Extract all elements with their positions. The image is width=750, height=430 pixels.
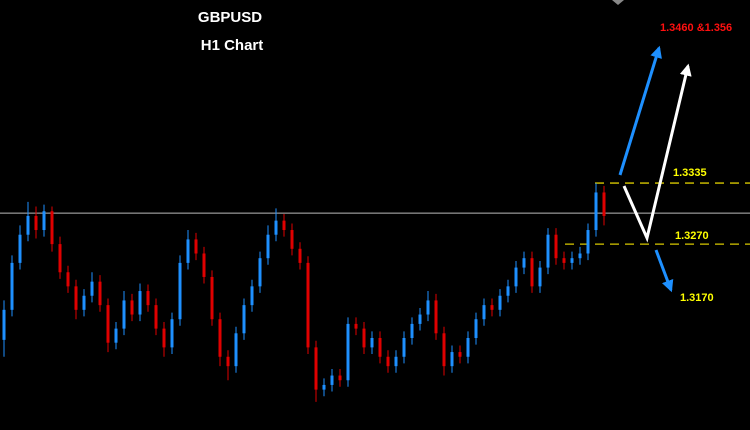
candle-body bbox=[498, 295, 502, 310]
candle-body bbox=[450, 352, 454, 367]
candle-body bbox=[106, 305, 110, 343]
candle-body bbox=[586, 230, 590, 254]
chart-subtitle: H1 Chart bbox=[201, 37, 264, 54]
target-arrow-down bbox=[654, 249, 674, 293]
candle-body bbox=[194, 239, 198, 254]
candle-body bbox=[290, 230, 294, 249]
candle-body bbox=[162, 328, 166, 348]
target-label: 1.3170 bbox=[680, 292, 714, 304]
level-label: 1.3270 bbox=[675, 230, 709, 242]
candle-body bbox=[26, 215, 30, 235]
scenario-arrow bbox=[622, 63, 692, 243]
level-label: 1.3335 bbox=[673, 167, 707, 179]
candle-body bbox=[202, 253, 206, 277]
candle-body bbox=[122, 300, 126, 329]
candle-body bbox=[250, 286, 254, 306]
candle-body bbox=[258, 258, 262, 287]
candle-body bbox=[170, 319, 174, 348]
target-label: 1.3460 &1.356 bbox=[660, 22, 732, 34]
candle-body bbox=[50, 211, 54, 245]
candle-body bbox=[490, 305, 494, 310]
candle-body bbox=[130, 300, 134, 315]
candle-body bbox=[90, 281, 94, 296]
candle-body bbox=[530, 258, 534, 287]
candle-body bbox=[74, 286, 78, 310]
candle-body bbox=[266, 234, 270, 259]
candle-body bbox=[474, 319, 478, 338]
candle-body bbox=[354, 323, 358, 329]
scroll-marker bbox=[612, 0, 624, 5]
candle-body bbox=[410, 323, 414, 338]
candle-body bbox=[338, 375, 342, 381]
candle-body bbox=[578, 253, 582, 259]
candle-body bbox=[426, 300, 430, 315]
candle-body bbox=[322, 384, 326, 390]
plot-area bbox=[0, 182, 750, 402]
candle-body bbox=[506, 286, 510, 296]
candle-body bbox=[602, 192, 606, 216]
candle-body bbox=[34, 215, 38, 231]
candle-body bbox=[442, 333, 446, 367]
candle-body bbox=[434, 300, 438, 334]
chart-title: GBPUSD bbox=[198, 9, 262, 26]
candle-body bbox=[146, 291, 150, 306]
candle-body bbox=[66, 272, 70, 287]
candle-body bbox=[562, 258, 566, 263]
candle-body bbox=[138, 291, 142, 315]
candle-body bbox=[402, 337, 406, 357]
candle-body bbox=[554, 234, 558, 259]
candle-body bbox=[186, 239, 190, 263]
candle-body bbox=[522, 258, 526, 268]
candle-body bbox=[226, 356, 230, 367]
candle-body bbox=[346, 323, 350, 381]
candle-body bbox=[514, 267, 518, 287]
candle-body bbox=[330, 375, 334, 385]
candle-body bbox=[42, 211, 46, 231]
candle-body bbox=[82, 295, 86, 310]
candle-body bbox=[114, 328, 118, 343]
candle-body bbox=[58, 244, 62, 273]
candle-body bbox=[594, 192, 598, 231]
candle-body bbox=[282, 220, 286, 231]
target-arrow-up bbox=[618, 45, 662, 176]
candle-body bbox=[178, 262, 182, 320]
candle-body bbox=[394, 356, 398, 367]
candle-body bbox=[458, 352, 462, 357]
candle-body bbox=[98, 281, 102, 306]
candle-body bbox=[242, 305, 246, 334]
candle-body bbox=[10, 262, 14, 310]
candle-body bbox=[482, 305, 486, 320]
candle-body bbox=[274, 220, 278, 235]
candle-body bbox=[570, 258, 574, 263]
candle-body bbox=[154, 305, 158, 329]
candle-body bbox=[386, 356, 390, 367]
candle-body bbox=[298, 248, 302, 263]
candle-body bbox=[2, 309, 6, 340]
candle-body bbox=[362, 328, 366, 348]
candle-body bbox=[234, 333, 238, 367]
candle-body bbox=[546, 234, 550, 268]
candle-body bbox=[18, 234, 22, 263]
candle-body bbox=[210, 276, 214, 320]
candle-body bbox=[314, 347, 318, 390]
candle-body bbox=[306, 262, 310, 348]
candle-body bbox=[370, 337, 374, 348]
candle-body bbox=[218, 319, 222, 357]
candle-body bbox=[538, 267, 542, 287]
candle-body bbox=[418, 314, 422, 324]
candle-body bbox=[466, 337, 470, 357]
candle-body bbox=[378, 337, 382, 357]
